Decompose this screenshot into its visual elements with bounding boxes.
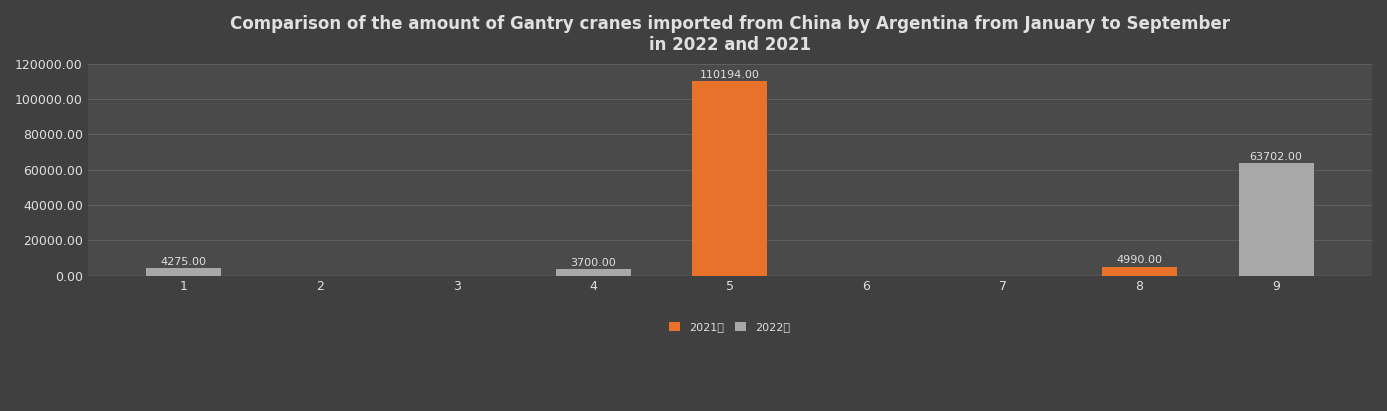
Title: Comparison of the amount of Gantry cranes imported from China by Argentina from : Comparison of the amount of Gantry crane… <box>230 15 1230 54</box>
Legend: 2021年, 2022年: 2021年, 2022年 <box>664 316 796 338</box>
Text: 4990.00: 4990.00 <box>1117 255 1162 266</box>
Text: 4275.00: 4275.00 <box>161 256 207 267</box>
Bar <box>1239 163 1313 276</box>
Text: 3700.00: 3700.00 <box>570 258 616 268</box>
Bar <box>1101 267 1178 276</box>
Bar <box>146 268 221 276</box>
Text: 63702.00: 63702.00 <box>1250 152 1302 162</box>
Bar <box>556 269 631 276</box>
Bar <box>692 81 767 276</box>
Text: 110194.00: 110194.00 <box>700 69 760 80</box>
